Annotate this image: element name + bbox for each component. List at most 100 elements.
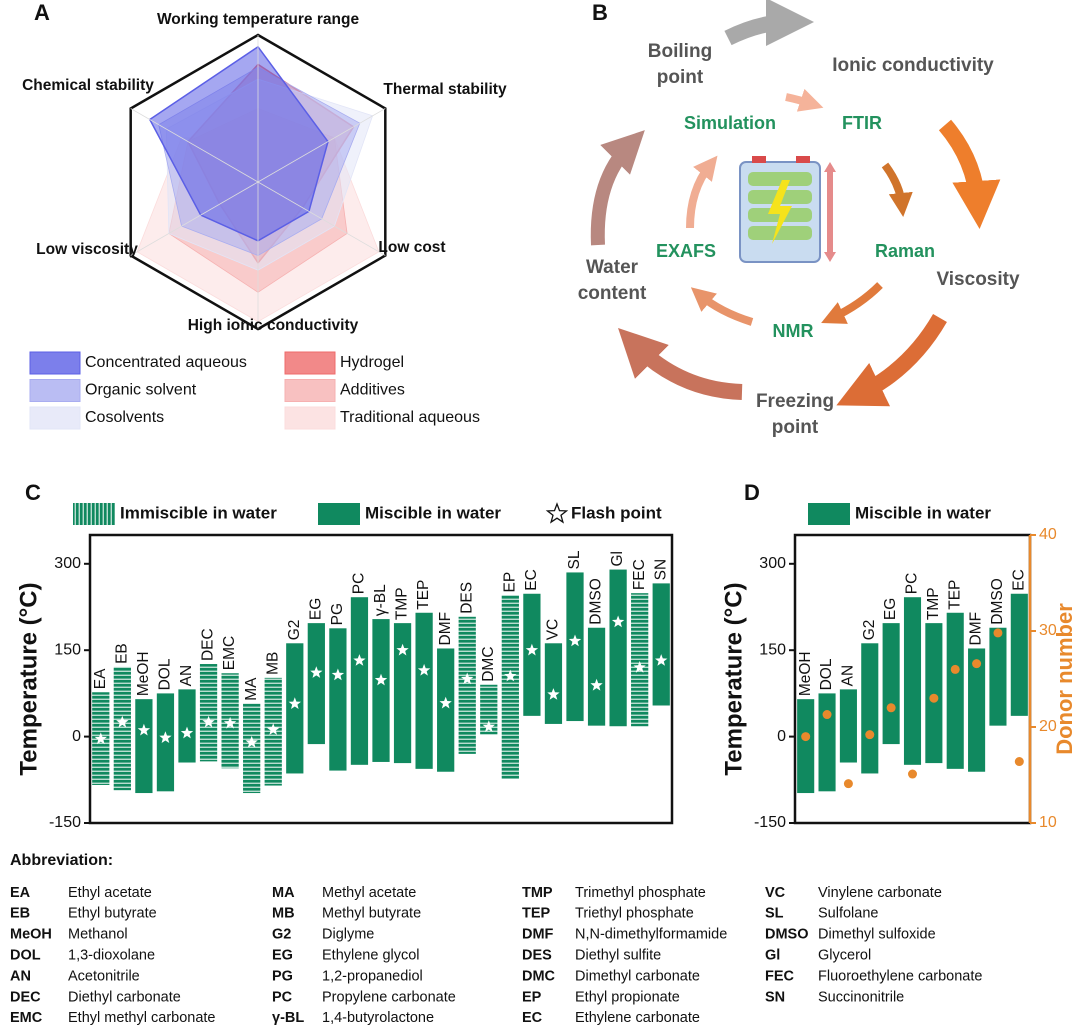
abbr-code: PC xyxy=(272,989,293,1005)
arrow xyxy=(690,287,754,326)
range-bar xyxy=(286,643,304,774)
arrow xyxy=(836,313,947,407)
bar-label: FEC xyxy=(631,559,648,590)
range-bar xyxy=(968,648,986,772)
abbr-code: γ-BL xyxy=(272,1010,304,1026)
donor-dot xyxy=(993,628,1003,638)
outer-label: Boiling xyxy=(648,41,712,62)
axis-label: High ionic conductivity xyxy=(188,317,359,334)
bar-label: DMSO xyxy=(989,578,1006,625)
abbr-code: EC xyxy=(522,1010,543,1026)
flash-star xyxy=(202,715,215,728)
donor-dot xyxy=(908,769,917,779)
panel-label: D xyxy=(744,480,760,505)
legend-label: Concentrated aqueous xyxy=(85,354,247,371)
abbr-name: Succinonitrile xyxy=(818,989,904,1005)
range-bar xyxy=(243,703,261,794)
abbr-code: DEC xyxy=(10,989,41,1005)
abbr-code: EP xyxy=(522,989,542,1005)
inner-label: Simulation xyxy=(684,113,776,133)
donor-dot xyxy=(929,693,939,703)
bar-label: MeOH xyxy=(135,651,152,696)
range-bar xyxy=(544,643,563,724)
outer-label: Freezing xyxy=(756,391,834,412)
bar-label: MB xyxy=(264,652,281,675)
flash-star xyxy=(159,731,172,743)
legend-swatch xyxy=(284,351,336,375)
abbr-code: PG xyxy=(272,968,293,984)
bar-label: SL xyxy=(566,550,583,569)
bar-label: SN xyxy=(652,559,669,581)
y-tick-label: -150 xyxy=(754,814,786,831)
flash-star xyxy=(482,720,495,733)
legend-swatch xyxy=(284,379,336,402)
range-bar xyxy=(393,623,412,764)
range-bar xyxy=(458,616,476,754)
bar-label: EC xyxy=(1010,569,1027,591)
bar-label: VC xyxy=(545,619,562,641)
bar-label: γ-BL xyxy=(372,584,389,616)
abbr-name: Methanol xyxy=(68,927,128,943)
abbr-code: DMC xyxy=(522,968,556,984)
bar-label: AN xyxy=(840,665,857,687)
range-bar xyxy=(501,595,519,779)
abbr-name: 1,4-butyrolactone xyxy=(322,1010,434,1026)
bar-label: MeOH xyxy=(797,651,814,696)
bar-label: DMSO xyxy=(588,578,605,625)
outer-label: point xyxy=(772,417,819,438)
bar-label: DES xyxy=(458,582,475,614)
diagram-arrows xyxy=(590,0,1001,407)
abbr-name: Ethylene glycol xyxy=(322,948,420,964)
battery-terminal xyxy=(796,156,810,163)
radar-spoke xyxy=(257,108,386,183)
bar-label: EMC xyxy=(221,636,238,670)
bar-label: DMF xyxy=(437,612,454,646)
outer-label: Ionic conductivity xyxy=(832,55,994,76)
bar-label: DMC xyxy=(480,646,497,681)
axis-label: Working temperature range xyxy=(157,11,360,28)
legend-swatch xyxy=(29,351,81,375)
panel-label: C xyxy=(25,480,41,505)
range-bar xyxy=(652,583,670,706)
outer-label: point xyxy=(657,67,704,88)
abbr-name: Ethyl acetate xyxy=(68,885,152,901)
range-bar xyxy=(903,597,922,765)
axis-label: Low viscosity xyxy=(36,241,138,258)
arrow xyxy=(938,119,1001,229)
y2-axis-label: Donor number xyxy=(1052,603,1077,755)
flash-star xyxy=(633,661,646,673)
axis-label: Chemical stability xyxy=(22,77,154,94)
y-tick-label: 150 xyxy=(54,641,81,658)
abbr-name: Methyl acetate xyxy=(322,885,416,901)
legend-swatch xyxy=(284,406,336,430)
abbr-code: EA xyxy=(10,885,31,901)
abbr-name: Ethylene carbonate xyxy=(575,1010,700,1026)
battery-terminal xyxy=(752,156,766,163)
flash-star xyxy=(461,672,474,685)
bar-label: PG xyxy=(329,603,346,625)
bar-label: EP xyxy=(501,572,518,593)
bar-label: DOL xyxy=(818,658,835,690)
flash-star xyxy=(245,735,258,748)
range-bar xyxy=(135,699,153,794)
range-bar xyxy=(372,619,390,762)
range-bar xyxy=(587,627,606,726)
legend-swatch xyxy=(73,503,115,525)
bar-label: EG xyxy=(882,598,899,620)
donor-dot xyxy=(865,730,875,740)
battery-cell xyxy=(748,226,812,240)
range-bar xyxy=(818,693,836,792)
range-bar xyxy=(839,689,857,763)
abbr-code: SL xyxy=(765,906,784,922)
legend-label: Traditional aqueous xyxy=(340,409,480,426)
abbr-code: MA xyxy=(272,885,295,901)
abbr-name: Ethyl methyl carbonate xyxy=(68,1010,216,1026)
arrow xyxy=(590,130,645,246)
abbr-name: Fluoroethylene carbonate xyxy=(818,968,982,984)
bar-label: EA xyxy=(92,668,109,689)
range-bar xyxy=(609,569,627,727)
flash-star xyxy=(116,715,129,728)
range-bar xyxy=(350,597,369,765)
abbr-name: N,N-dimethylformamide xyxy=(575,927,727,943)
